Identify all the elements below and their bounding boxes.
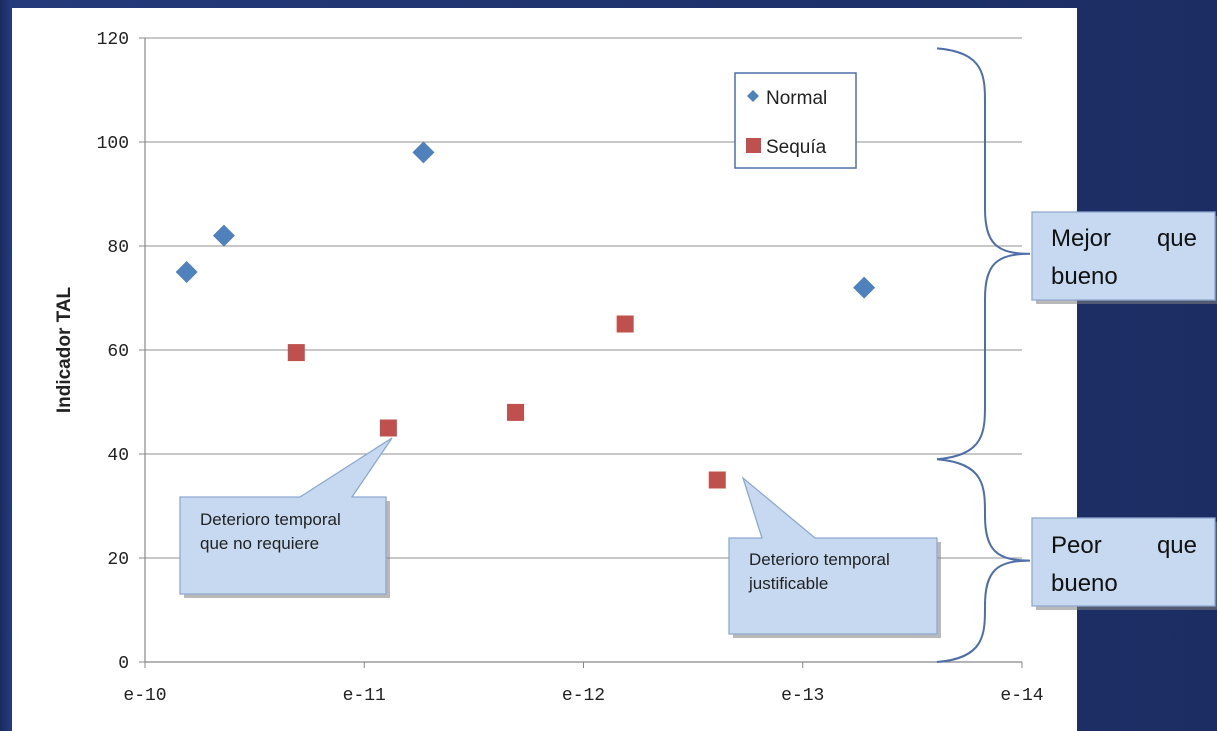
callout-worse-line2: bueno [1051, 570, 1118, 597]
callout-better-line2: bueno [1051, 263, 1118, 290]
callout-left [179, 437, 393, 595]
point-sequia-4 [708, 471, 726, 489]
point-normal-1 [212, 224, 235, 247]
x-tick-label: e-10 [123, 686, 166, 706]
callout-middle [728, 476, 938, 635]
point-normal-2 [412, 141, 435, 164]
y-tick-label: 60 [107, 342, 129, 362]
point-sequia-1 [379, 419, 397, 437]
callout-worse [1031, 517, 1216, 607]
brace-worse [936, 458, 1031, 663]
x-tick-label: e-13 [781, 686, 824, 706]
legend-marker-sequia [746, 138, 761, 153]
y-tick-label: 120 [97, 30, 129, 50]
y-tick-label: 0 [118, 654, 129, 674]
callout-worse-text: Peor que bueno [1033, 525, 1215, 607]
x-tick-labels: e-10 e-11 e-12 e-13 e-14 [123, 686, 1043, 706]
axes [139, 37, 1023, 668]
brace-better [936, 47, 1031, 461]
data-points [175, 141, 876, 489]
y-tick-label: 80 [107, 238, 129, 258]
point-sequia-2 [507, 403, 525, 421]
x-tick-label: e-11 [343, 686, 386, 706]
callout-better-line1: Mejor que [1051, 225, 1197, 252]
callout-worse-line1: Peor que [1051, 532, 1197, 559]
x-tick-label: e-12 [562, 686, 605, 706]
point-normal-3 [853, 276, 876, 299]
legend-marker-normal [747, 90, 759, 102]
legend-label-normal: Normal [766, 88, 827, 109]
callout-better [1031, 211, 1216, 301]
y-tick-label: 20 [107, 550, 129, 570]
callout-left-text: Deterioro temporal que no requiere [200, 510, 341, 553]
y-tick-label: 40 [107, 446, 129, 466]
callout-shapes [179, 211, 1217, 638]
y-tick-label: 100 [97, 134, 129, 154]
point-sequia-3 [616, 315, 634, 333]
point-sequia-0 [287, 344, 305, 362]
point-normal-0 [175, 261, 198, 283]
callout-middle-text: Deterioro temporal justificable [749, 550, 890, 593]
x-tick-label: e-14 [1000, 686, 1043, 706]
legend: Normal Sequía [734, 72, 857, 169]
legend-label-sequia: Sequía [766, 137, 827, 158]
region-braces [936, 47, 1031, 663]
y-tick-labels: 0 20 40 60 80 100 120 [97, 30, 129, 674]
y-axis-label: Indicador TAL [54, 286, 75, 413]
gridlines [145, 37, 1022, 559]
callout-better-text: Mejor que bueno [1033, 218, 1215, 300]
